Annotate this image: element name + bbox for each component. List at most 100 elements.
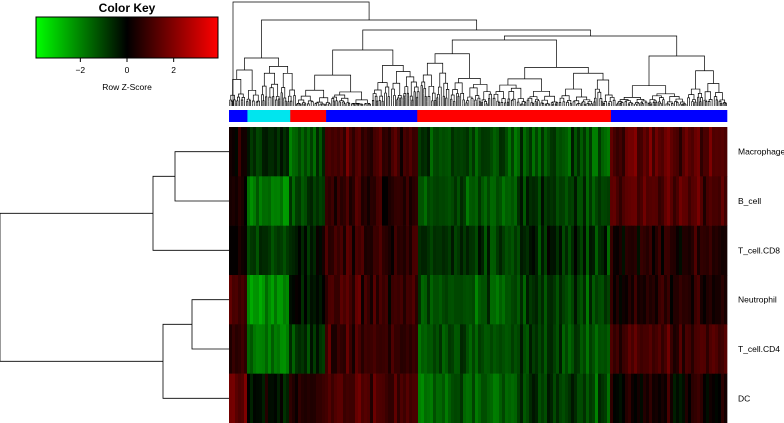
- dendrogram-branch: [488, 98, 491, 102]
- heatmap-cell: [526, 127, 530, 177]
- heatmap-cell: [385, 275, 389, 325]
- heatmap-cell: [520, 373, 524, 423]
- heatmap-cell: [364, 225, 368, 276]
- dendrogram-branch: [374, 95, 378, 102]
- heatmap-cell: [436, 324, 440, 374]
- dendrogram-branch: [599, 98, 603, 103]
- heatmap-cell: [346, 127, 350, 177]
- dendrogram-branch: [377, 82, 388, 90]
- heatmap-cell: [697, 275, 701, 325]
- dendrogram-branch: [432, 92, 436, 101]
- dendrogram-branch: [237, 96, 240, 103]
- heatmap-cell: [442, 275, 446, 325]
- heatmap-cell: [715, 324, 719, 374]
- heatmap-cell: [259, 275, 263, 325]
- column-group-swatch: [417, 110, 612, 122]
- heatmap-cell: [256, 373, 260, 423]
- heatmap-cell: [295, 176, 299, 226]
- heatmap-cell: [712, 275, 716, 325]
- heatmap-cell: [592, 324, 596, 374]
- heatmap-cell: [307, 127, 311, 177]
- dendrogram-branch: [676, 101, 679, 104]
- heatmap-cell: [622, 324, 626, 374]
- dendrogram-branch: [669, 96, 680, 102]
- dendrogram-branch: [688, 94, 695, 100]
- dendrogram-branch: [174, 151, 229, 202]
- dendrogram-branch: [162, 323, 229, 399]
- heatmap-cell: [559, 225, 563, 276]
- heatmap-cell: [310, 324, 314, 374]
- heatmap-cell: [706, 127, 710, 177]
- dendrogram-branch: [656, 93, 675, 97]
- row-label: B_cell: [738, 196, 761, 206]
- heatmap-cell: [355, 324, 359, 374]
- heatmap-cell: [700, 176, 704, 226]
- heatmap-cell: [355, 176, 359, 226]
- heatmap-cell: [607, 176, 611, 226]
- heatmap-cell: [664, 176, 668, 226]
- heatmap-cell: [475, 127, 479, 177]
- heatmap-cell: [478, 324, 482, 374]
- heatmap-cell: [508, 127, 512, 177]
- heatmap-cell: [367, 127, 371, 177]
- heatmap-cell: [400, 176, 404, 226]
- heatmap-cell: [283, 176, 287, 226]
- heatmap-cell: [451, 176, 455, 226]
- heatmap-cell: [658, 225, 662, 276]
- heatmap-cell: [613, 225, 617, 276]
- heatmap-cell: [607, 127, 611, 177]
- dendrogram-branch: [263, 72, 275, 87]
- heatmap-cell: [625, 176, 629, 226]
- dendrogram-branch: [261, 19, 478, 58]
- heatmap-cell: [490, 176, 494, 226]
- heatmap-cell: [514, 324, 518, 374]
- heatmap-cell: [583, 225, 587, 276]
- heatmap-cell: [319, 127, 323, 177]
- dendrogram-branch: [283, 97, 287, 102]
- heatmap-cell: [259, 324, 263, 374]
- heatmap-cell: [325, 324, 329, 374]
- heatmap-cell: [469, 176, 473, 226]
- heatmap-cell: [721, 275, 725, 325]
- heatmap-cell: [715, 127, 719, 177]
- dendrogram-branch: [715, 99, 718, 102]
- heatmap-cell: [685, 275, 689, 325]
- row-label: T_cell.CD4: [738, 344, 780, 354]
- heatmap-cell: [664, 225, 668, 276]
- heatmap-cell: [307, 324, 311, 374]
- heatmap-cell: [352, 324, 356, 374]
- heatmap-cell: [328, 324, 332, 374]
- heatmap-cell: [676, 176, 680, 226]
- heatmap-cell: [487, 324, 491, 374]
- heatmap-cell: [427, 225, 431, 276]
- heatmap-cell: [445, 225, 449, 276]
- heatmap-cell: [550, 324, 554, 374]
- heatmap-cell: [409, 275, 413, 325]
- heatmap-cell: [298, 127, 302, 177]
- heatmap-cell: [307, 373, 311, 423]
- heatmap-cell: [649, 176, 653, 226]
- heatmap-cell: [634, 225, 638, 276]
- heatmap-cell: [550, 275, 554, 325]
- heatmap-cell: [247, 127, 251, 177]
- heatmap-cell: [562, 324, 566, 374]
- dendrogram-branch: [424, 96, 427, 102]
- heatmap-cell: [283, 373, 287, 423]
- heatmap-cell: [514, 225, 518, 276]
- heatmap-cell: [256, 225, 260, 276]
- heatmap-cell: [670, 324, 674, 374]
- heatmap-cell: [598, 225, 602, 276]
- heatmap-cell: [313, 127, 317, 177]
- heatmap-cell: [406, 127, 410, 177]
- heatmap-cell: [718, 225, 722, 276]
- heatmap-cell: [466, 225, 470, 276]
- heatmap-cell: [280, 127, 284, 177]
- heatmap-cell: [340, 373, 344, 423]
- heatmap-cell: [700, 324, 704, 374]
- dendrogram-branch: [649, 99, 656, 103]
- dendrogram-branch: [262, 100, 265, 104]
- heatmap-cell: [346, 373, 350, 423]
- heatmap-cell: [232, 324, 236, 374]
- dendrogram-branch: [261, 94, 264, 101]
- heatmap-cell: [415, 225, 419, 276]
